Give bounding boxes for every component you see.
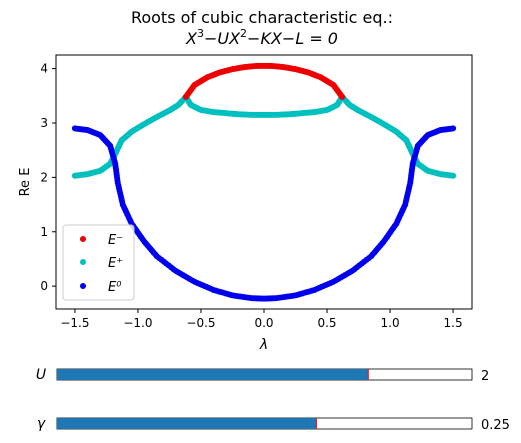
title-eq-part-2: 3 bbox=[197, 27, 204, 40]
x-tick-label: 0.0 bbox=[254, 316, 273, 330]
title-eq-part-4: 2 bbox=[240, 27, 247, 40]
legend-marker-e-minus bbox=[80, 236, 86, 242]
x-tick-label: −1.5 bbox=[60, 316, 89, 330]
legend-marker-e-plus bbox=[80, 259, 86, 265]
x-tick-label: −0.5 bbox=[186, 316, 215, 330]
slider-gamma[interactable]: γ 0.25 bbox=[37, 416, 510, 433]
y-tick-label: 0 bbox=[40, 279, 48, 293]
x-tick-label: 0.5 bbox=[317, 316, 336, 330]
legend-box bbox=[62, 224, 135, 301]
y-axis-ticks: 0 1 2 3 4 bbox=[40, 62, 56, 293]
slider-gamma-label: γ bbox=[37, 416, 46, 432]
y-tick-label: 3 bbox=[40, 116, 48, 130]
y-tick-label: 1 bbox=[40, 225, 48, 239]
slider-u-fill[interactable] bbox=[57, 369, 369, 380]
data-point-series-2 bbox=[450, 125, 457, 132]
x-tick-label: −1.0 bbox=[123, 316, 152, 330]
slider-u[interactable]: U 2 bbox=[36, 367, 489, 384]
x-axis-ticks: −1.5 −1.0 −0.5 0.0 0.5 1.0 1.5 bbox=[60, 309, 463, 330]
x-tick-label: 1.5 bbox=[444, 316, 463, 330]
data-point-series-1 bbox=[450, 172, 457, 179]
chart-title-line1: Roots of cubic characteristic eq.: bbox=[131, 8, 393, 27]
y-axis-label: Re E bbox=[18, 168, 33, 197]
slider-u-value: 2 bbox=[481, 369, 489, 384]
legend-label-e-zero: E⁰ bbox=[108, 280, 122, 295]
slider-gamma-value: 0.25 bbox=[481, 418, 510, 433]
x-tick-label: 1.0 bbox=[381, 316, 400, 330]
data-points bbox=[71, 62, 457, 302]
title-eq-part-3: −UX bbox=[204, 29, 241, 48]
chart-title-line2: X3−UX2−KX−L = 0 bbox=[185, 27, 338, 48]
title-eq-part-5: −KX−L = 0 bbox=[247, 29, 338, 48]
y-tick-label: 4 bbox=[40, 62, 48, 76]
legend-marker-e-zero bbox=[80, 283, 86, 289]
y-tick-label: 2 bbox=[40, 170, 48, 184]
legend: E⁻ E⁺ E⁰ bbox=[62, 224, 135, 301]
title-eq-part-1: X bbox=[185, 29, 198, 48]
x-axis-label: λ bbox=[259, 337, 268, 353]
data-point-series-0 bbox=[339, 93, 346, 100]
slider-u-label: U bbox=[36, 367, 46, 383]
legend-label-e-plus: E⁺ bbox=[108, 256, 123, 271]
slider-gamma-fill[interactable] bbox=[57, 418, 317, 429]
legend-label-e-minus: E⁻ bbox=[108, 233, 123, 248]
